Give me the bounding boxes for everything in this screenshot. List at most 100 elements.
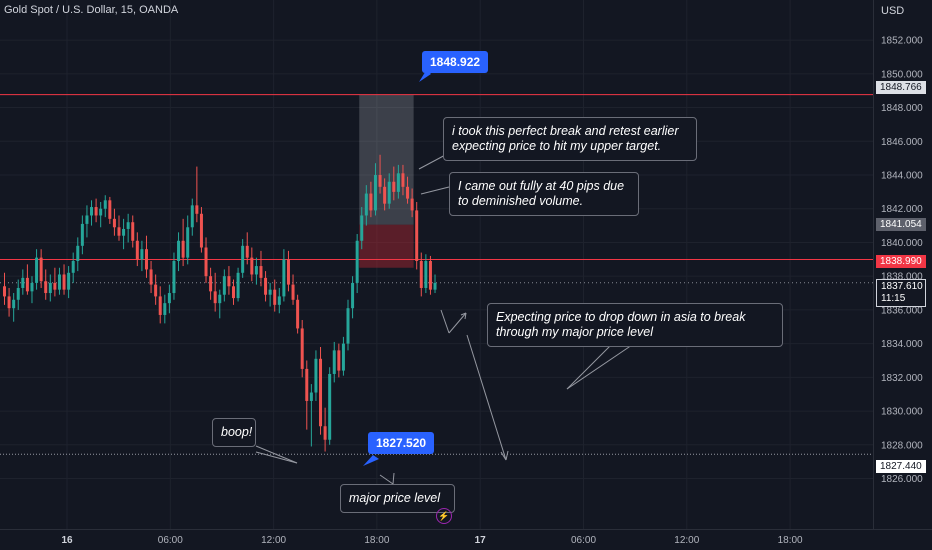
candle [286,250,290,292]
chart-title: Gold Spot / U.S. Dollar, 15, OANDA [4,4,179,16]
candle [199,207,203,253]
candle [158,286,162,324]
callout-major-level: major price level [340,484,455,513]
y-tick-label: 1828.000 [881,440,923,451]
candle [99,201,103,228]
candle [369,181,373,218]
candle [410,188,414,218]
candle [273,279,277,312]
candle [296,294,300,334]
bar-countdown: 11:15 [881,293,906,304]
candle [67,266,71,299]
y-tick-label: 1832.000 [881,373,923,384]
candle [236,267,240,302]
candle [232,279,235,305]
candle [103,195,107,218]
candle [135,232,139,267]
y-tick-label: 1848.000 [881,103,923,114]
candle [190,198,194,236]
candle [360,207,364,250]
candle [383,178,387,211]
candle [245,232,249,265]
callout-boop: boop! [212,418,256,447]
x-tick-label: 06:00 [571,535,596,546]
candle [177,232,181,272]
x-tick-label: 18:00 [778,535,803,546]
x-tick-label: 16 [61,535,73,546]
candle [16,279,20,310]
candle [71,252,75,283]
currency-label: USD [881,5,905,17]
candle [44,269,48,300]
y-axis-ticks[interactable]: 1852.000 1850.000 1848.000 1846.000 1844.000… [881,36,923,485]
candle [392,166,396,201]
candle [90,200,94,226]
candle [117,215,121,241]
candle [396,164,400,199]
candle [282,249,286,302]
candle [144,235,148,278]
candle [149,261,153,294]
price-tag-support: 1827.440 [876,460,926,473]
callout-exit: I came out fully at 40 pips due to demin… [449,172,639,216]
y-tick-label: 1850.000 [881,69,923,80]
candle [85,205,89,238]
candle [94,198,98,223]
price-tag-last: 1837.610 11:15 [876,279,926,307]
candle [314,350,318,401]
candlesticks [3,154,437,452]
candle [401,164,405,196]
candle [241,239,245,278]
candle [373,163,377,216]
candle [209,267,213,300]
x-tick-label: 12:00 [674,535,699,546]
candle [351,276,355,319]
candle [48,274,52,302]
candle [186,215,190,265]
candle [12,293,16,322]
candle [57,267,61,295]
candle [126,213,130,243]
candle [195,166,199,223]
candle [53,267,57,297]
chart-grid [0,0,873,529]
candle [218,289,222,319]
candle [204,237,208,283]
candle [167,284,171,314]
candle [140,240,144,272]
candle [341,336,345,376]
y-tick-label: 1852.000 [881,36,923,47]
candle [433,274,437,294]
candle [80,215,84,255]
candle [3,272,6,305]
candle [406,176,410,204]
candle [250,247,254,282]
y-tick-label: 1844.000 [881,171,923,182]
candle [268,282,272,307]
y-tick-label: 1826.000 [881,474,923,485]
x-tick-label: 12:00 [261,535,286,546]
candle [319,346,323,435]
candle [424,254,428,294]
x-axis-ticks[interactable]: 16 06:00 12:00 18:00 17 06:00 12:00 18:00 [61,535,803,546]
candle [277,287,281,314]
candle [309,384,313,447]
candle [337,343,341,378]
candle [62,264,66,295]
candle [387,173,391,209]
y-tick-label: 1834.000 [881,339,923,350]
candle [112,208,116,236]
candle [355,234,359,294]
price-tag-line-top: 1848.766 [876,81,926,94]
x-tick-label: 18:00 [364,535,389,546]
y-tick-label: 1838.000 [881,272,923,283]
candle [259,250,263,287]
lightning-icon[interactable]: ⚡ [436,508,452,524]
candle [172,252,176,300]
x-tick-label: 06:00 [158,535,183,546]
candle [76,237,80,272]
candle [254,257,258,285]
candle [21,269,25,295]
annotation-arrows [255,69,633,485]
